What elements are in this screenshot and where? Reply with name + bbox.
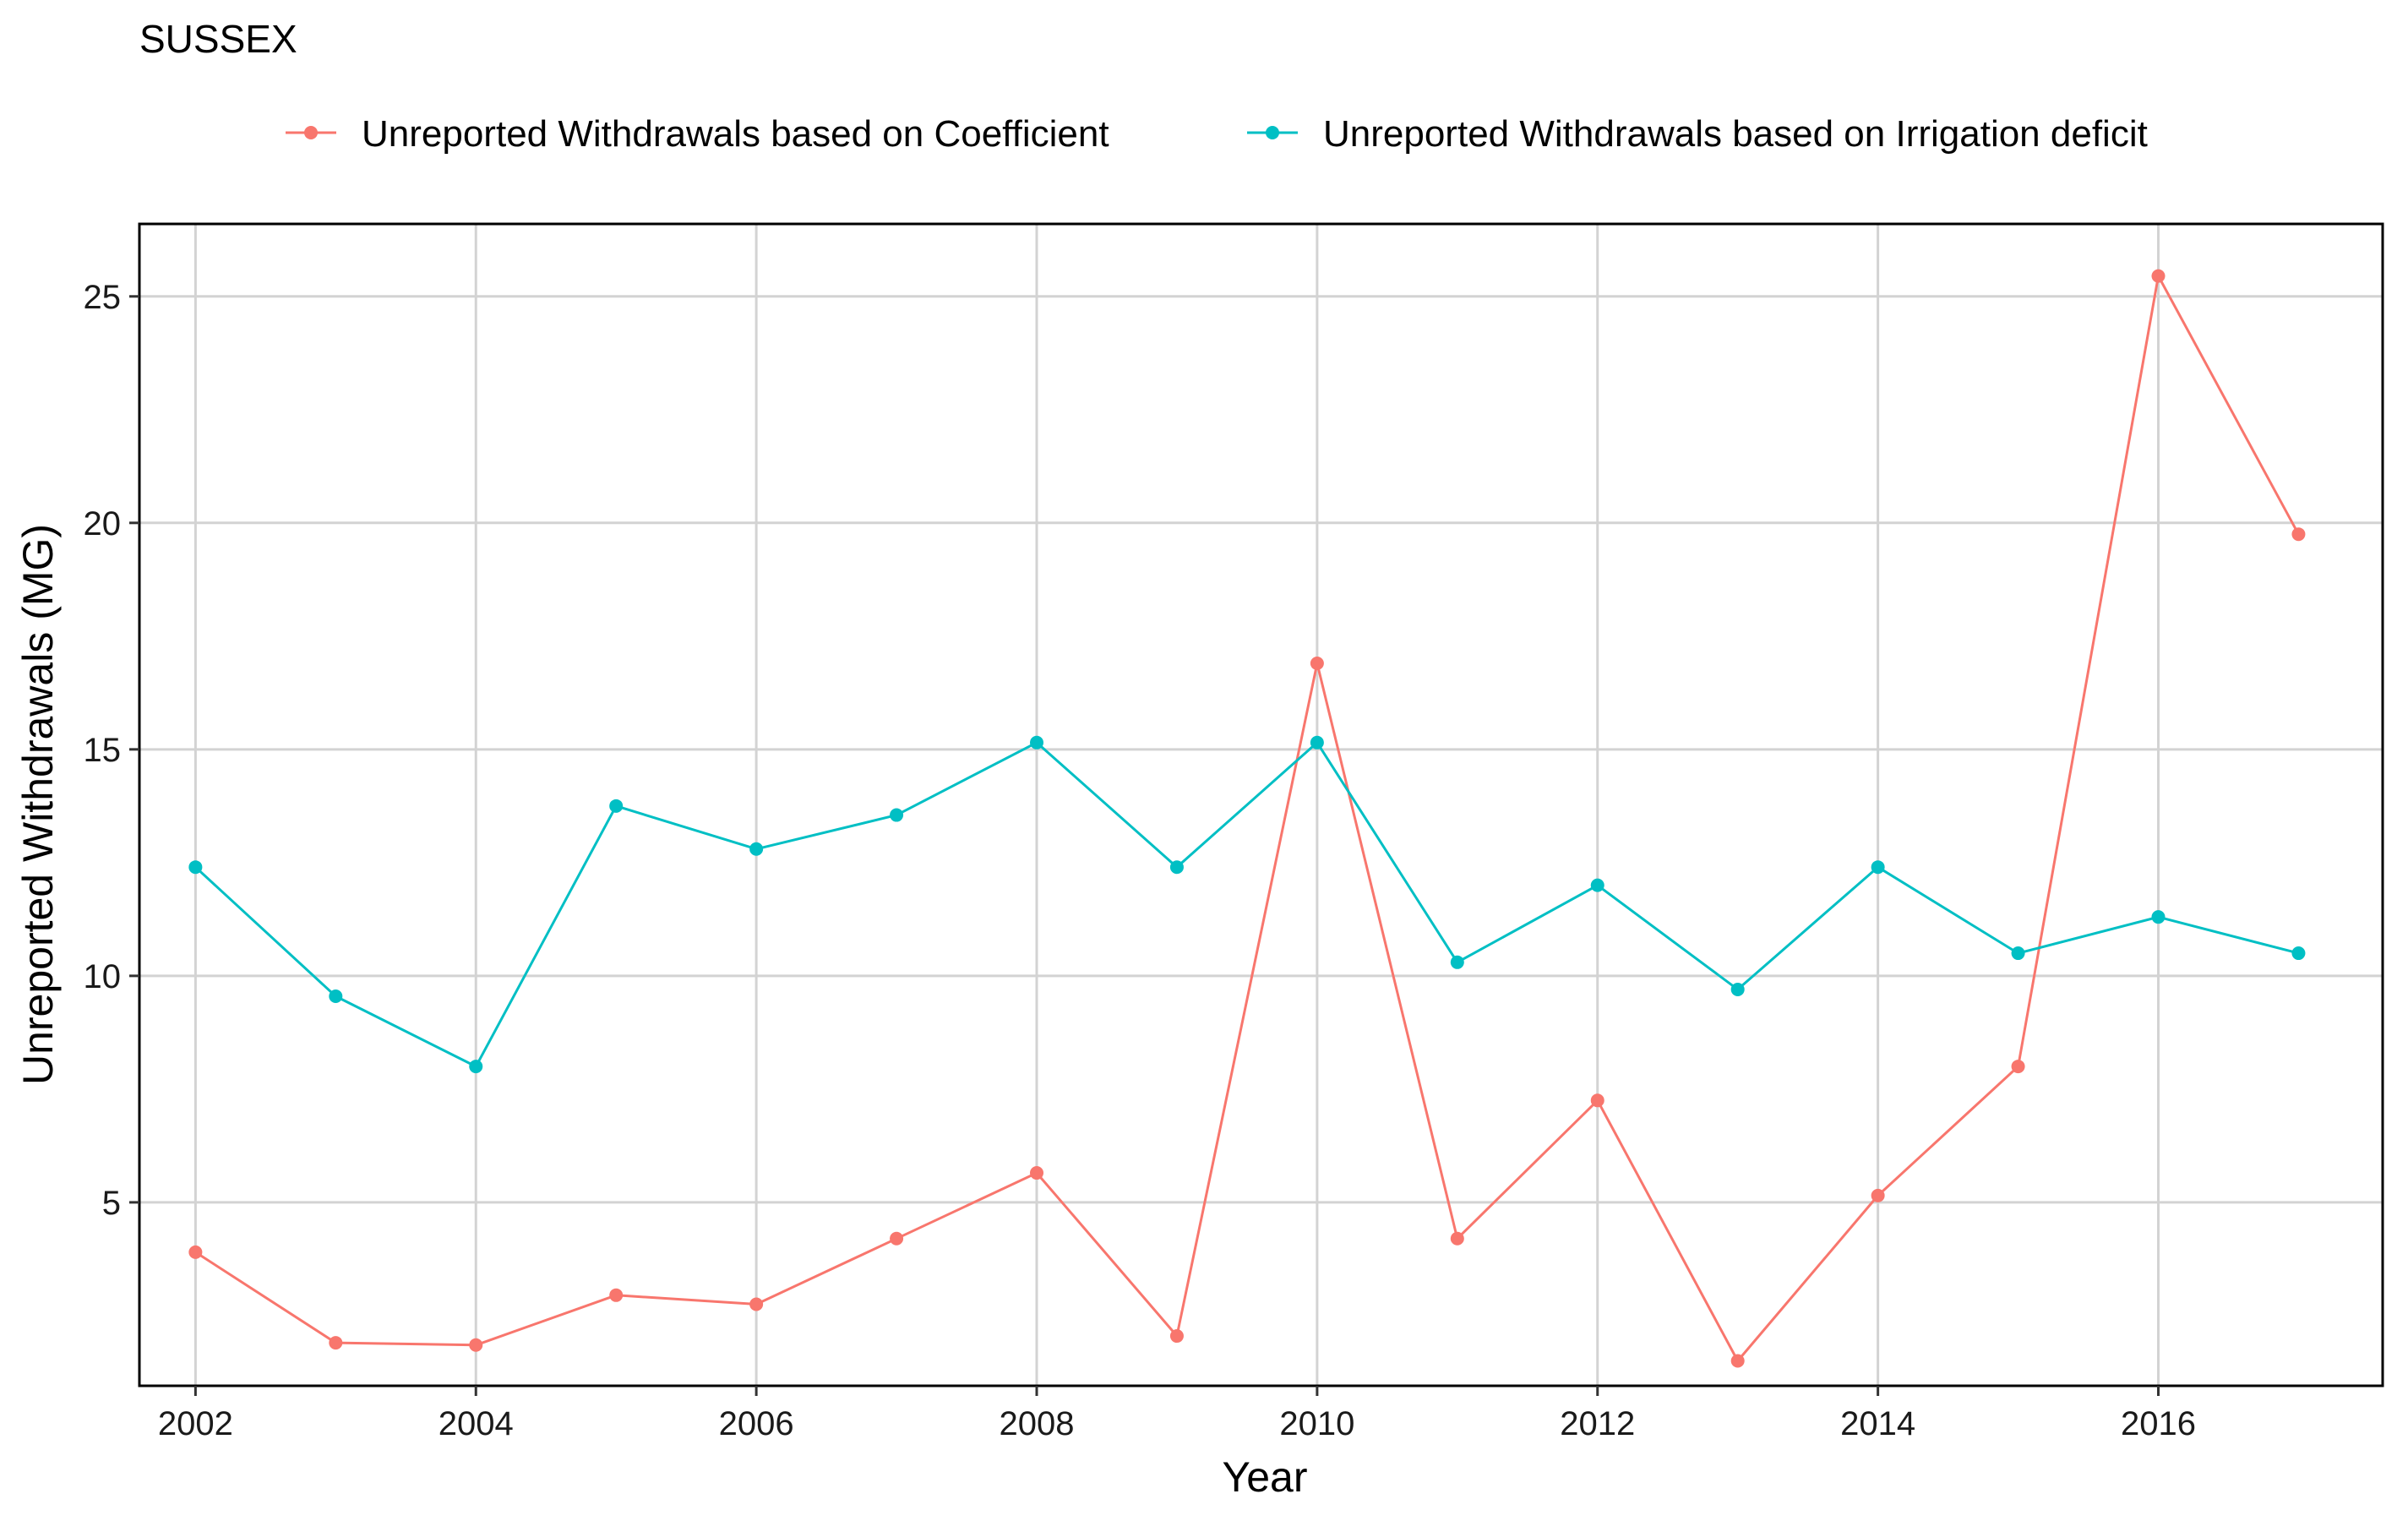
data-point-series-0-2013 bbox=[1730, 1354, 1745, 1368]
data-point-series-0-2010 bbox=[1310, 656, 1324, 670]
data-point-series-1-2007 bbox=[890, 808, 904, 822]
data-point-series-0-2017 bbox=[2291, 527, 2306, 542]
series-points bbox=[188, 269, 2306, 1368]
data-point-series-1-2015 bbox=[2011, 946, 2025, 961]
data-point-series-1-2002 bbox=[188, 860, 203, 875]
data-point-series-0-2009 bbox=[1169, 1329, 1184, 1344]
series-lines bbox=[194, 275, 2300, 1362]
data-point-series-0-2007 bbox=[890, 1231, 904, 1246]
y-tick-label: 5 bbox=[102, 1185, 121, 1222]
y-tick-label: 10 bbox=[84, 958, 122, 995]
x-tick-label: 2006 bbox=[719, 1405, 794, 1442]
data-point-series-1-2009 bbox=[1169, 860, 1184, 875]
data-point-series-1-2010 bbox=[1310, 735, 1324, 750]
legend: Unreported Withdrawals based on Coeffici… bbox=[286, 113, 2148, 155]
data-point-series-1-2013 bbox=[1730, 982, 1745, 996]
x-tick-label: 2004 bbox=[439, 1405, 514, 1442]
data-point-series-1-2011 bbox=[1450, 955, 1464, 969]
x-tick-label: 2016 bbox=[2121, 1405, 2196, 1442]
legend-key-point-coefficient bbox=[304, 126, 318, 139]
y-tick-label: 20 bbox=[84, 505, 122, 542]
data-point-series-0-2004 bbox=[469, 1338, 483, 1352]
y-tick-label: 15 bbox=[84, 732, 122, 769]
data-point-series-1-2005 bbox=[609, 799, 624, 813]
axis-ticks bbox=[129, 295, 2160, 1396]
data-point-series-0-2008 bbox=[1030, 1166, 1043, 1180]
series-line-0 bbox=[194, 275, 2300, 1362]
data-point-series-1-2012 bbox=[1590, 878, 1604, 892]
data-point-series-0-2003 bbox=[329, 1336, 343, 1350]
data-point-series-0-2011 bbox=[1450, 1231, 1464, 1246]
data-point-series-0-2016 bbox=[2151, 269, 2166, 283]
x-tick-labels: 2002 2004 2006 2008 2010 2012 2014 2016 bbox=[158, 1405, 2196, 1442]
y-tick-label: 25 bbox=[84, 279, 122, 316]
data-point-series-0-2002 bbox=[188, 1245, 203, 1259]
data-point-series-1-2004 bbox=[469, 1060, 483, 1074]
data-point-series-1-2003 bbox=[329, 989, 343, 1003]
data-point-series-1-2016 bbox=[2151, 910, 2166, 924]
x-tick-label: 2010 bbox=[1279, 1405, 1354, 1442]
data-point-series-1-2014 bbox=[1871, 860, 1885, 875]
y-tick-labels: 5 10 15 20 25 bbox=[84, 279, 122, 1222]
x-tick-label: 2014 bbox=[1840, 1405, 1915, 1442]
data-point-series-1-2006 bbox=[749, 842, 764, 856]
legend-item-coefficient: Unreported Withdrawals based on Coeffici… bbox=[286, 113, 1109, 155]
data-point-series-0-2006 bbox=[749, 1297, 764, 1311]
grid-lines bbox=[139, 224, 2383, 1386]
data-point-series-1-2017 bbox=[2291, 946, 2306, 961]
panel-border bbox=[138, 222, 2384, 1387]
x-axis-title: Year bbox=[1222, 1453, 1307, 1501]
series-line-1 bbox=[194, 741, 2299, 1068]
legend-label-irrigation-deficit: Unreported Withdrawals based on Irrigati… bbox=[1323, 113, 2148, 155]
data-point-series-0-2012 bbox=[1590, 1093, 1604, 1108]
legend-key-point-irrigation-deficit bbox=[1266, 126, 1279, 139]
data-point-series-0-2015 bbox=[2011, 1060, 2025, 1074]
legend-label-coefficient: Unreported Withdrawals based on Coeffici… bbox=[362, 113, 1109, 155]
y-axis-title: Unreported Withdrawals (MG) bbox=[14, 524, 62, 1085]
x-tick-label: 2008 bbox=[1000, 1405, 1075, 1442]
x-tick-label: 2012 bbox=[1560, 1405, 1635, 1442]
legend-item-irrigation-deficit: Unreported Withdrawals based on Irrigati… bbox=[1247, 113, 2148, 155]
data-point-series-0-2014 bbox=[1871, 1188, 1885, 1202]
data-point-series-1-2008 bbox=[1030, 735, 1043, 750]
plot-panel: 2002 2004 2006 2008 2010 2012 2014 2016 5 10 15 20… bbox=[84, 222, 2384, 1442]
x-tick-label: 2002 bbox=[158, 1405, 233, 1442]
data-point-series-0-2005 bbox=[609, 1288, 624, 1302]
chart-title: SUSSEX bbox=[139, 17, 297, 61]
